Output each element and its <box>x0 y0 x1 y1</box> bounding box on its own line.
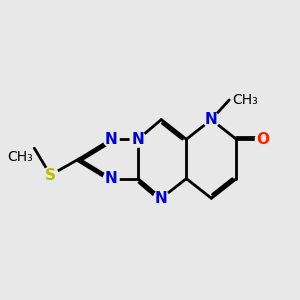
Text: CH₃: CH₃ <box>7 150 33 164</box>
Circle shape <box>103 171 119 187</box>
Text: N: N <box>105 171 118 186</box>
Text: N: N <box>132 132 144 147</box>
Text: CH₃: CH₃ <box>232 93 258 107</box>
Circle shape <box>43 167 58 183</box>
Text: N: N <box>105 132 118 147</box>
Circle shape <box>130 131 146 147</box>
Text: N: N <box>205 112 218 127</box>
Text: O: O <box>257 132 270 147</box>
Text: N: N <box>155 191 168 206</box>
Circle shape <box>103 131 119 147</box>
Circle shape <box>153 190 169 206</box>
Circle shape <box>203 112 219 127</box>
Text: S: S <box>45 167 56 182</box>
Circle shape <box>255 131 271 147</box>
